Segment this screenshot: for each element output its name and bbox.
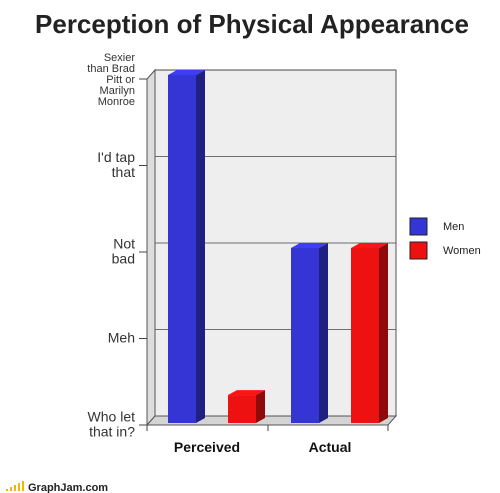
y-tick-label: Meh: [108, 330, 135, 346]
y-tick-labels: Who let that in? Meh Not bad I'd tap that Sexie…: [87, 52, 135, 440]
y-tick-label: Sexier than Brad Pitt or Marilyn Monroe: [87, 52, 135, 108]
bar-men-perceived: [168, 70, 205, 424]
y-tick-label: I'd tap that: [97, 149, 135, 180]
legend-swatch: [409, 217, 428, 236]
legend-swatch: [409, 241, 428, 260]
bars: [168, 70, 388, 424]
x-tick-label: Perceived: [174, 439, 240, 455]
legend: Men Women: [409, 217, 481, 260]
y-tick-label: Not bad: [112, 236, 135, 267]
x-tick-label: Actual: [309, 439, 352, 455]
bar-men-actual: [291, 243, 328, 423]
plot-side-wall: [146, 68, 156, 427]
chart-title: Perception of Physical Appearance: [35, 9, 469, 39]
legend-item-men: Men: [409, 217, 464, 236]
y-tick-label: Who let that in?: [88, 409, 136, 440]
legend-label: Men: [443, 221, 464, 233]
brand-text: GraphJam.com: [28, 482, 108, 493]
bar-women-actual: [351, 243, 388, 423]
bar-women-perceived: [228, 390, 265, 423]
graphjam-logo: GraphJam.com: [6, 481, 108, 493]
x-tick-labels: Perceived Actual: [146, 425, 389, 455]
legend-label: Women: [443, 245, 481, 257]
legend-item-women: Women: [409, 241, 481, 260]
